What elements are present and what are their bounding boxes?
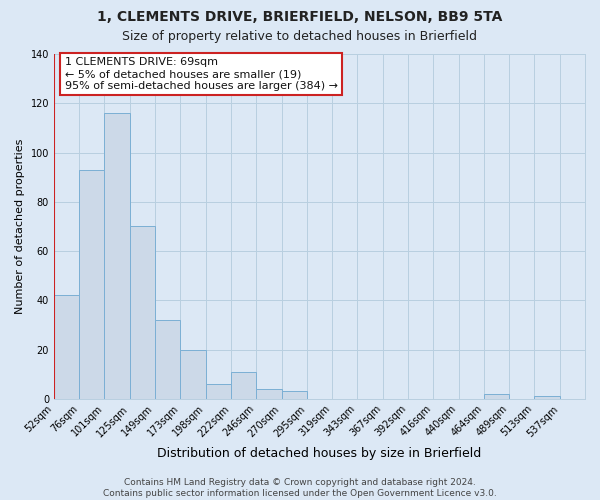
Bar (206, 384, 231, 399)
Bar (181, 350, 206, 399)
Bar (79, 170, 104, 399)
Text: Contains HM Land Registry data © Crown copyright and database right 2024.
Contai: Contains HM Land Registry data © Crown c… (103, 478, 497, 498)
Bar (484, 394, 509, 399)
Bar (104, 113, 130, 399)
Y-axis label: Number of detached properties: Number of detached properties (15, 138, 25, 314)
Bar (130, 226, 155, 399)
Text: 1, CLEMENTS DRIVE, BRIERFIELD, NELSON, BB9 5TA: 1, CLEMENTS DRIVE, BRIERFIELD, NELSON, B… (97, 10, 503, 24)
Bar (256, 389, 281, 399)
X-axis label: Distribution of detached houses by size in Brierfield: Distribution of detached houses by size … (157, 447, 482, 460)
Bar (155, 320, 181, 399)
Bar (281, 392, 307, 399)
Bar (231, 372, 256, 399)
Bar (535, 396, 560, 399)
Text: Size of property relative to detached houses in Brierfield: Size of property relative to detached ho… (122, 30, 478, 43)
Text: 1 CLEMENTS DRIVE: 69sqm
← 5% of detached houses are smaller (19)
95% of semi-det: 1 CLEMENTS DRIVE: 69sqm ← 5% of detached… (65, 58, 338, 90)
Bar (54, 296, 79, 399)
